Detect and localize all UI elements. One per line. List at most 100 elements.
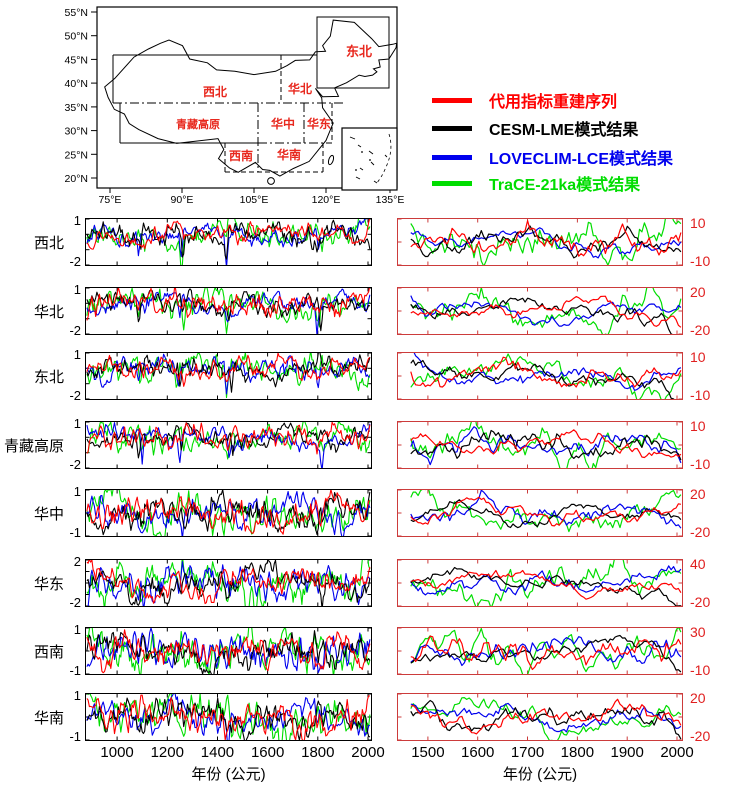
xibei-box	[112, 54, 317, 103]
plot-panel-right-西北	[397, 218, 683, 266]
legend-label-cesm: CESM-LME模式结果	[489, 122, 639, 139]
legend-line-loveclim	[432, 154, 472, 160]
y-tick-label-top-right: 10	[690, 418, 706, 434]
series-line-loveclim-lce	[410, 295, 682, 327]
huanan-box	[224, 143, 324, 173]
series-group	[86, 219, 371, 265]
legend-line-reconstruction	[432, 97, 472, 103]
panel-ticks	[398, 489, 682, 537]
region-label-huadong: 华东	[307, 116, 331, 131]
panel-frame	[397, 218, 683, 266]
row-region-label: 西北	[33, 234, 64, 252]
legend-label-trace: TraCE-21ka模式结果	[489, 177, 641, 194]
inset-dashed-boundary	[375, 133, 392, 185]
plot-panel-left-西北	[85, 218, 372, 266]
inset-dot	[369, 159, 371, 161]
series-line-cesm-lme	[86, 353, 371, 393]
series-line-cesm-lme	[410, 429, 682, 461]
plot-panel-left-青藏高原	[85, 421, 372, 469]
y-tick-label-top: 1	[73, 282, 81, 297]
legend-line-trace	[432, 180, 472, 186]
map-lat-labels: 55°N 50°N 45°N 40°N 35°N 30°N 25°N 20°N	[65, 7, 88, 185]
y-tick-label-top-right: 10	[690, 349, 706, 365]
panel-frame	[85, 421, 372, 469]
series-group	[410, 490, 682, 533]
series-line-cesm-lme	[410, 499, 682, 529]
series-line-loveclim-lce	[410, 426, 682, 466]
region-label-xibei: 西北	[203, 84, 227, 99]
row-region-label: 华北	[33, 303, 64, 321]
x-tick-label: 1400	[200, 744, 235, 761]
row-region-label: 华中	[33, 505, 64, 523]
y-tick-label-bottom-right: -10	[690, 253, 711, 269]
map-lon-labels: 75°E 90°E 105°E 120°E 135°E	[99, 194, 405, 206]
series-line-trace-21ka	[410, 422, 682, 468]
y-tick-label-top: 2	[73, 554, 81, 569]
y-tick-label-bottom: -2	[69, 595, 81, 610]
inset-islands	[349, 136, 388, 184]
series-group	[86, 628, 371, 674]
series-group	[410, 628, 682, 674]
series-line-reconstruction	[86, 629, 371, 674]
series-line-loveclim-lce	[86, 422, 371, 468]
series-line-trace-21ka	[86, 628, 371, 674]
series-group	[410, 560, 682, 606]
region-label-huazhong: 华中	[271, 116, 295, 131]
inset-dot	[355, 169, 357, 171]
series-group	[410, 288, 682, 334]
y-tick-label-top: 1	[73, 213, 81, 228]
panel-ticks	[86, 489, 371, 537]
panel-frame	[85, 218, 372, 266]
y-tick-label-top-right: 20	[690, 486, 706, 502]
panel-ticks	[398, 627, 682, 675]
y-tick-label-bottom: -2	[69, 388, 81, 403]
lon-label: 105°E	[240, 194, 269, 206]
panel-frame	[85, 559, 372, 607]
panel-ticks	[398, 693, 682, 741]
series-line-reconstruction	[86, 422, 371, 455]
plot-panel-left-华东	[85, 559, 372, 607]
legend-item-reconstruction: 代用指标重建序列	[432, 86, 617, 114]
region-label-dongbei: 东北	[346, 44, 372, 59]
plot-panel-right-青藏高原	[397, 421, 683, 469]
series-line-loveclim-lce	[87, 561, 371, 606]
series-line-loveclim-lce	[410, 565, 682, 596]
panel-frame	[397, 352, 683, 400]
x-axis-title: 年份 (公元)	[502, 766, 578, 783]
x-tick-label: 1200	[150, 744, 184, 761]
y-tick-label-top: 1	[73, 622, 81, 637]
y-tick-label-top: 1	[73, 416, 81, 431]
y-tick-label-bottom-right: -20	[690, 322, 711, 338]
region-label-huabei: 华北	[288, 81, 312, 96]
y-tick-label-bottom: -1	[69, 729, 81, 744]
y-tick-label-bottom-right: -20	[690, 594, 711, 610]
series-line-reconstruction	[86, 288, 370, 321]
series-line-reconstruction	[410, 219, 682, 257]
panel-ticks	[398, 421, 682, 469]
x-tick-label: 1800	[560, 744, 595, 761]
panel-frame	[85, 352, 372, 400]
panel-ticks	[86, 421, 371, 469]
series-line-trace-21ka	[86, 288, 371, 334]
panel-frame	[397, 627, 683, 675]
panel-frame	[85, 693, 372, 741]
series-line-cesm-lme	[86, 219, 371, 260]
panel-frame	[85, 627, 372, 675]
x-tick-label: 1600	[250, 744, 285, 761]
region-label-huanan: 华南	[277, 147, 301, 162]
plot-panel-left-东北	[85, 352, 372, 400]
y-tick-label-bottom-right: -20	[690, 728, 711, 744]
y-tick-label-top-right: 30	[690, 624, 706, 640]
south-china-sea-inset	[341, 127, 398, 191]
row-region-label: 华东	[33, 575, 64, 593]
series-line-trace-21ka	[410, 696, 682, 740]
panel-ticks	[398, 352, 682, 400]
series-line-reconstruction	[410, 429, 682, 459]
series-line-loveclim-lce	[410, 636, 682, 667]
china-outline	[104, 19, 398, 177]
lat-label: 25°N	[65, 149, 88, 161]
lat-label: 45°N	[65, 54, 88, 66]
y-tick-label-bottom-right: -10	[690, 456, 711, 472]
series-group	[410, 696, 682, 740]
plot-panel-right-华中	[397, 489, 683, 537]
